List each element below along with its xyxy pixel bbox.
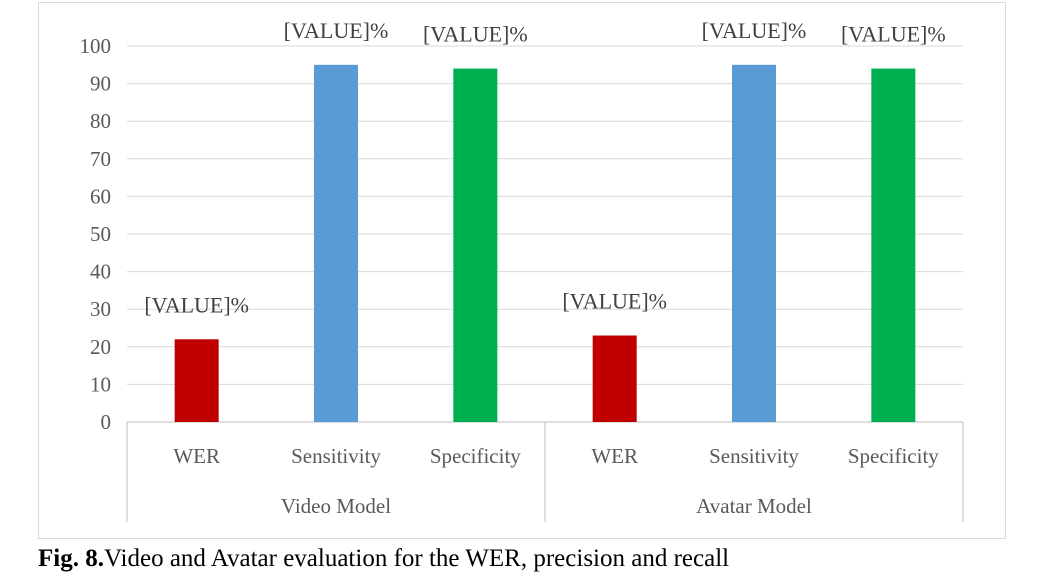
data-label: [VALUE]% [284, 18, 389, 43]
bar-wer [174, 339, 219, 422]
y-tick-label: 30 [90, 297, 111, 321]
category-label: Specificity [848, 444, 939, 468]
y-tick-label: 100 [80, 34, 112, 58]
bar-specificity [871, 68, 916, 422]
data-labels: [VALUE]% [VALUE]% [VALUE]% [VALUE]% [VALUE]%… [144, 18, 945, 317]
category-label: WER [591, 444, 638, 468]
figure-caption: Fig. 8.Video and Avatar evaluation for t… [38, 544, 998, 574]
category-label: Specificity [430, 444, 521, 468]
data-label: [VALUE]% [702, 18, 807, 43]
y-tick-label: 60 [90, 184, 111, 208]
y-tick-label: 90 [90, 72, 111, 96]
y-tick-label: 70 [90, 147, 111, 171]
group-label: Avatar Model [696, 494, 812, 518]
category-label: Sensitivity [709, 444, 799, 468]
bars [174, 64, 916, 423]
bar-sensitivity [314, 64, 358, 423]
data-label: [VALUE]% [423, 22, 528, 47]
category-label: WER [173, 444, 220, 468]
y-tick-label: 50 [90, 222, 111, 246]
gridlines [127, 45, 963, 423]
category-label: Sensitivity [291, 444, 381, 468]
y-tick-label: 40 [90, 260, 111, 284]
category-axis [126, 422, 964, 522]
category-labels: WER Sensitivity Specificity Video Model WER S… [173, 444, 939, 518]
bar-wer [592, 335, 637, 422]
y-tick-label: 10 [90, 372, 111, 396]
y-tick-label: 0 [101, 410, 112, 434]
figure-number: Fig. 8. [38, 545, 104, 572]
y-tick-label: 80 [90, 109, 111, 133]
y-tick-label: 20 [90, 335, 111, 359]
data-label: [VALUE]% [562, 289, 667, 314]
chart-frame: 0 10 20 30 40 50 60 70 80 90 100 [VALUE]% [VALUE]%[… [38, 2, 1006, 539]
bar-sensitivity [732, 64, 776, 423]
figure-caption-text: Video and Avatar evaluation for the WER,… [103, 545, 730, 572]
y-axis-ticks: 0 10 20 30 40 50 60 70 80 90 100 [80, 34, 112, 434]
data-label: [VALUE]% [841, 22, 946, 47]
group-label: Video Model [281, 494, 391, 518]
data-label: [VALUE]% [144, 292, 249, 317]
bar-specificity [453, 68, 498, 422]
